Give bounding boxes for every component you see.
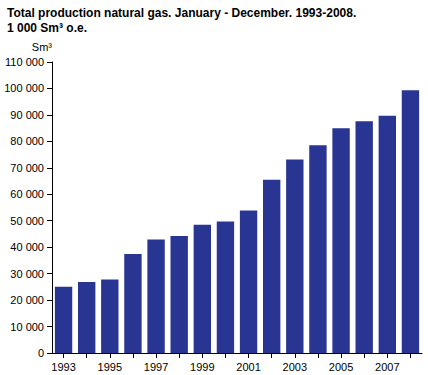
svg-text:90 000: 90 000: [10, 109, 44, 121]
svg-text:20 000: 20 000: [10, 294, 44, 306]
svg-text:1997: 1997: [144, 361, 168, 373]
svg-text:Sm³: Sm³: [32, 41, 53, 53]
svg-text:80 000: 80 000: [10, 135, 44, 147]
svg-text:60 000: 60 000: [10, 188, 44, 200]
svg-text:2005: 2005: [329, 361, 353, 373]
svg-text:1999: 1999: [190, 361, 214, 373]
svg-text:30 000: 30 000: [10, 268, 44, 280]
svg-text:40 000: 40 000: [10, 241, 44, 253]
svg-text:2007: 2007: [375, 361, 399, 373]
svg-text:50 000: 50 000: [10, 215, 44, 227]
svg-text:0: 0: [38, 347, 44, 359]
svg-text:2001: 2001: [236, 361, 260, 373]
svg-text:Total production natural gas.: Total production natural gas. January - …: [7, 6, 356, 20]
svg-text:1993: 1993: [51, 361, 75, 373]
svg-text:2003: 2003: [283, 361, 307, 373]
svg-text:1 000 Sm³ o.e.: 1 000 Sm³ o.e.: [7, 21, 87, 35]
svg-text:1995: 1995: [98, 361, 122, 373]
svg-text:110 000: 110 000: [5, 56, 44, 68]
svg-text:70 000: 70 000: [10, 162, 44, 174]
svg-text:10 000: 10 000: [10, 321, 44, 333]
svg-text:100 000: 100 000: [4, 82, 44, 94]
